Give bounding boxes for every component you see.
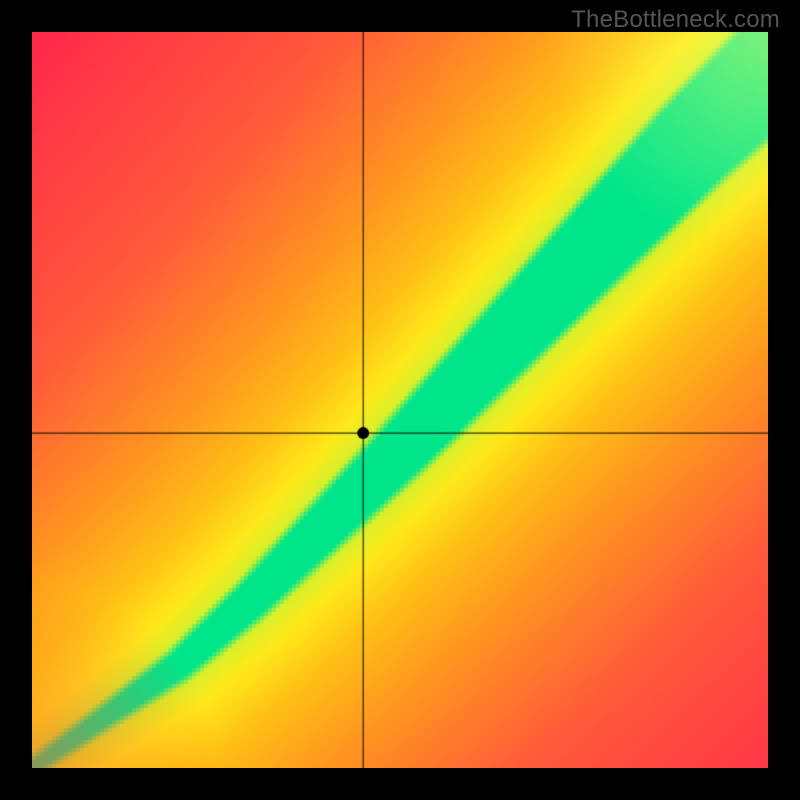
chart-container: TheBottleneck.com — [0, 0, 800, 800]
watermark-text: TheBottleneck.com — [571, 6, 780, 34]
bottleneck-heatmap — [32, 32, 768, 768]
